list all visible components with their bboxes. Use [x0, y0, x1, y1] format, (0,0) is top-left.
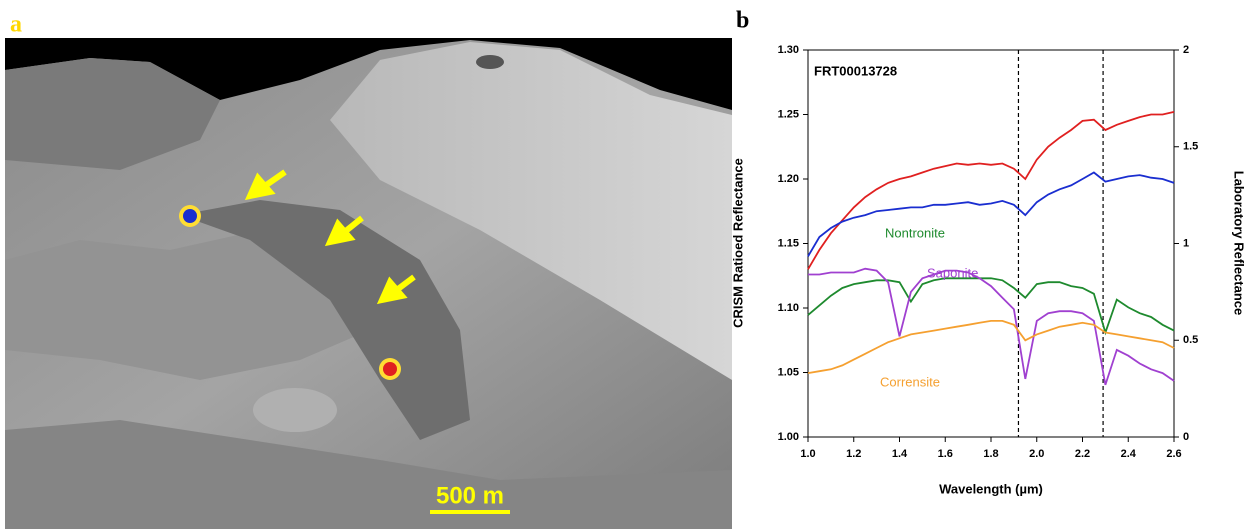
panel-label-a: a: [10, 12, 22, 38]
blue-star: [183, 209, 197, 223]
x-axis-title: Wavelength (µm): [939, 481, 1043, 496]
x-tick-label: 1.2: [846, 448, 861, 460]
series-label: Saponite: [927, 265, 978, 280]
y-tick-label: 1.10: [778, 302, 799, 314]
spectrum-line: [808, 321, 1174, 373]
x-tick-label: 2.6: [1166, 448, 1181, 460]
y-tick-label: 1.30: [778, 44, 799, 56]
terrain-image: 500 m a: [5, 12, 732, 529]
y-tick-label: 1.00: [778, 431, 799, 443]
spectrum-line: [808, 173, 1174, 257]
x-tick-label: 1.6: [938, 448, 953, 460]
y2-tick-label: 0.5: [1183, 334, 1198, 346]
crater: [253, 388, 337, 432]
y-tick-label: 1.05: [778, 366, 799, 378]
y-tick-label: 1.15: [778, 237, 799, 249]
x-tick-label: 2.0: [1029, 448, 1044, 460]
annotation: FRT00013728: [814, 63, 897, 78]
series-label: Corrensite: [880, 374, 940, 389]
red-star: [383, 362, 397, 376]
plot-frame: [808, 50, 1174, 437]
series-label: Nontronite: [885, 225, 945, 240]
page: 500 m a b FRT00013728 Wavelength (µm) CR…: [0, 0, 1253, 529]
y2-axis-title: Laboratory Reflectance: [1232, 171, 1247, 316]
x-tick-label: 1.0: [800, 448, 815, 460]
scale-bar-label: 500 m: [436, 482, 504, 509]
small-crater: [476, 55, 504, 69]
y-axis-title: CRISM Ratioed Reflectance: [730, 158, 745, 328]
x-tick-label: 1.4: [892, 448, 908, 460]
x-tick-label: 1.8: [983, 448, 998, 460]
x-tick-label: 2.4: [1121, 448, 1137, 460]
panel-label-b: b: [736, 8, 749, 34]
y-tick-label: 1.25: [778, 108, 799, 120]
y2-tick-label: 1: [1183, 237, 1189, 249]
x-tick-label: 2.2: [1075, 448, 1090, 460]
y-tick-label: 1.20: [778, 173, 799, 185]
y2-tick-label: 1.5: [1183, 141, 1198, 153]
spectrum-line: [808, 269, 1174, 385]
spectrum-line: [808, 112, 1174, 269]
y2-tick-label: 2: [1183, 44, 1189, 56]
y2-tick-label: 0: [1183, 431, 1189, 443]
figure: 500 m a b FRT00013728 Wavelength (µm) CR…: [0, 0, 1253, 529]
